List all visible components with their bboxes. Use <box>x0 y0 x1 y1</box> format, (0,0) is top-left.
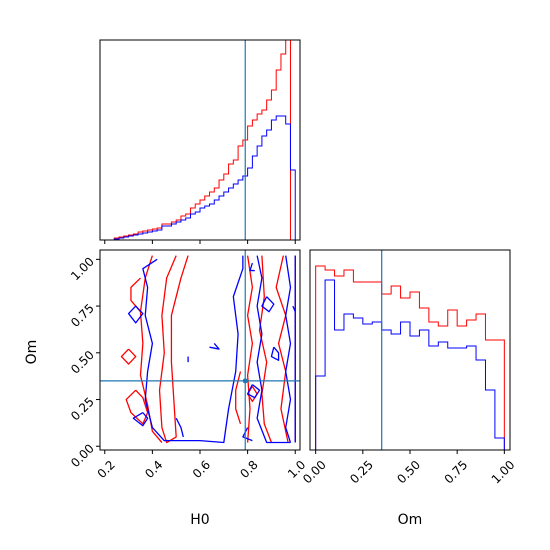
joint-y-tick-label-4: 1.00 <box>68 254 97 283</box>
contour-series-1-10 <box>270 346 280 361</box>
contour-series-0-7 <box>275 255 289 443</box>
contour-series-0-5 <box>246 255 254 443</box>
joint-truth-point <box>242 378 248 384</box>
om-histogram-series-0 <box>315 265 505 450</box>
x-axis-label-om: Om <box>398 512 423 528</box>
h0-histogram-series-0 <box>104 40 300 240</box>
x-axis-label-h0: H0 <box>190 512 209 528</box>
contour-series-1-6 <box>249 262 255 272</box>
contour-series-1-8 <box>285 255 292 443</box>
joint-contour-panel: 0.2 0.4 0.6 0.8 1.00.000.250.500.751.00 <box>68 249 308 481</box>
om-histogram-x-tick-label-1: 0.25 <box>347 458 376 487</box>
joint-y-tick-label-1: 0.25 <box>68 395 97 424</box>
joint-x-tick-label-1: 0.4 <box>142 458 165 481</box>
contour-series-0-0 <box>158 255 189 444</box>
contour-series-1-1 <box>127 305 144 324</box>
contour-series-1-7 <box>256 255 291 444</box>
contour-series-1-0 <box>142 255 244 444</box>
contour-series-1-12 <box>242 427 253 442</box>
joint-x-tick-label-2: 0.6 <box>190 458 213 481</box>
y-axis-label-om: Om <box>24 340 40 365</box>
contour-series-1-11 <box>246 384 261 399</box>
joint-y-tick-label-3: 0.75 <box>68 301 97 330</box>
om-histogram-x-tick-label-2: 0.50 <box>394 458 423 487</box>
h0-histogram-series-1 <box>104 115 300 240</box>
contour-series-1-5 <box>209 343 220 350</box>
contour-series-0-3 <box>120 348 137 365</box>
contour-series-1-2 <box>132 412 149 427</box>
om-histogram-series-1 <box>315 279 505 450</box>
joint-y-tick-label-0: 0.00 <box>68 441 97 470</box>
joint-x-tick-label-3: 0.8 <box>237 458 260 481</box>
contour-series-0-4 <box>125 389 149 425</box>
h0-histogram-panel <box>99 39 301 244</box>
om-histogram-x-tick-label-4: 1.00 <box>489 458 518 487</box>
joint-y-tick-label-2: 0.50 <box>68 348 97 377</box>
contour-series-0-2 <box>130 277 141 313</box>
om-histogram-frame <box>309 249 511 451</box>
contour-series-1-9 <box>261 296 275 313</box>
contour-series-0-6 <box>258 255 273 443</box>
om-histogram-panel: 0.00 0.25 0.50 0.75 1.00 <box>300 249 518 487</box>
contour-series-1-3 <box>175 417 184 438</box>
contour-series-0-8 <box>235 371 242 425</box>
joint-x-tick-label-0: 0.2 <box>95 458 118 481</box>
om-histogram-x-tick-label-0: 0.00 <box>300 458 329 487</box>
om-histogram-x-tick-label-3: 0.75 <box>442 458 471 487</box>
